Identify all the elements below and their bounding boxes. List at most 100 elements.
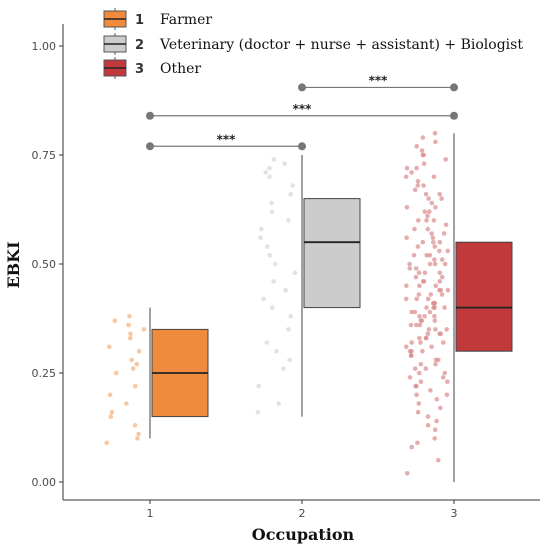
jitter-point <box>408 353 414 358</box>
jitter-point <box>425 414 431 419</box>
jitter-point <box>432 318 438 324</box>
jitter-point <box>415 178 421 184</box>
jitter-point <box>417 283 422 289</box>
jitter-point <box>404 205 410 210</box>
jitter-point <box>425 331 431 337</box>
y-axis-title: EBKI <box>4 241 23 288</box>
jitter-point <box>107 344 112 350</box>
jitter-point <box>282 161 288 166</box>
jitter-point <box>108 414 114 419</box>
jitter-point <box>432 130 438 136</box>
jitter-point <box>439 196 444 201</box>
bracket-end <box>450 83 458 92</box>
jitter-point <box>403 174 409 180</box>
jitter-point <box>414 144 420 149</box>
jitter-point <box>128 331 133 337</box>
jitter-point <box>416 218 421 223</box>
jitter-point <box>441 340 446 345</box>
y-tick-label: 0.75 <box>32 149 57 162</box>
jitter-point <box>267 174 272 180</box>
jitter-point <box>431 239 436 245</box>
jitter-point <box>287 357 292 363</box>
jitter-point <box>412 226 417 232</box>
jitter-point <box>431 174 437 180</box>
jitter-point <box>427 261 433 267</box>
jitter-point <box>425 213 430 219</box>
jitter-point <box>432 244 438 249</box>
jitter-point <box>258 235 263 241</box>
jitter-point <box>269 209 275 214</box>
jitter-point <box>413 274 419 280</box>
significance-label: *** <box>293 102 313 116</box>
x-tick-label: 1 <box>147 507 154 520</box>
jitter-point <box>419 318 425 324</box>
jitter-point <box>423 191 429 197</box>
jitter-point <box>422 314 427 319</box>
jitter-point <box>428 388 433 393</box>
jitter-point <box>426 196 431 201</box>
jitter-point <box>404 165 410 171</box>
bracket-end <box>298 83 306 92</box>
legend-item-2: 2 Veterinary (doctor + nurse + assistant… <box>103 33 523 55</box>
jitter-point <box>281 366 286 371</box>
jitter-point <box>133 383 138 389</box>
bracket-end <box>450 111 458 120</box>
jitter-point <box>445 379 450 385</box>
jitter-point <box>412 366 418 371</box>
jitter-point <box>433 327 438 332</box>
jitter-point <box>271 157 277 162</box>
jitter-point <box>414 296 420 302</box>
jitter-point <box>274 348 279 354</box>
jitter-point <box>425 296 431 302</box>
jitter-point <box>290 183 295 188</box>
jitter-point <box>113 370 119 376</box>
legend-item-3: 3 Other <box>103 57 201 79</box>
jitter-point <box>265 244 270 249</box>
jitter-point <box>256 383 262 389</box>
box-2 <box>301 155 361 417</box>
jitter-point <box>419 148 425 153</box>
significance-bracket: *** <box>298 73 458 92</box>
jitter-point <box>136 431 141 437</box>
legend-item-1: 1 Farmer <box>103 8 212 30</box>
jitter-point <box>407 261 412 267</box>
jitter-point <box>440 375 446 380</box>
jitter-point <box>430 235 436 241</box>
jitter-point <box>432 305 438 310</box>
jitter-point <box>416 292 422 297</box>
jitter-point <box>132 423 138 428</box>
bracket-end <box>146 111 154 120</box>
jitter-point <box>409 340 415 345</box>
jitter-point <box>422 270 428 276</box>
jitter-point <box>437 248 442 254</box>
jitter-point <box>407 266 413 271</box>
jitter-point <box>288 314 294 319</box>
legend-number-3: 3 <box>135 62 144 77</box>
jitter-point <box>420 239 426 245</box>
y-tick-label: 0.25 <box>32 367 57 380</box>
jitter-point <box>416 270 422 276</box>
jitter-point <box>107 392 113 398</box>
y-tick-label: 0.00 <box>32 476 57 489</box>
jitter-point <box>432 261 438 267</box>
jitter-point <box>409 444 415 450</box>
jitter-point <box>112 318 118 324</box>
x-axis-title: Occupation <box>252 525 355 544</box>
jitter-point <box>267 165 272 171</box>
jitter-point <box>414 392 419 398</box>
jitter-point <box>429 200 435 206</box>
jitter-point <box>432 427 438 433</box>
jitter-point <box>404 235 409 241</box>
jitter-point <box>417 322 423 328</box>
jitter-point <box>426 327 432 332</box>
jitter-point <box>437 191 443 197</box>
jitter-point <box>433 362 438 367</box>
jitter-point <box>432 436 438 441</box>
jitter-point <box>422 209 428 214</box>
axes: 0.00 0.25 0.50 0.75 1.00 1 2 3 <box>32 24 540 520</box>
jitter-point <box>425 226 431 232</box>
jitter-point <box>417 314 422 319</box>
jitter-point <box>443 222 449 228</box>
jitter-point <box>437 331 442 337</box>
legend-label-3: Other <box>160 61 201 77</box>
